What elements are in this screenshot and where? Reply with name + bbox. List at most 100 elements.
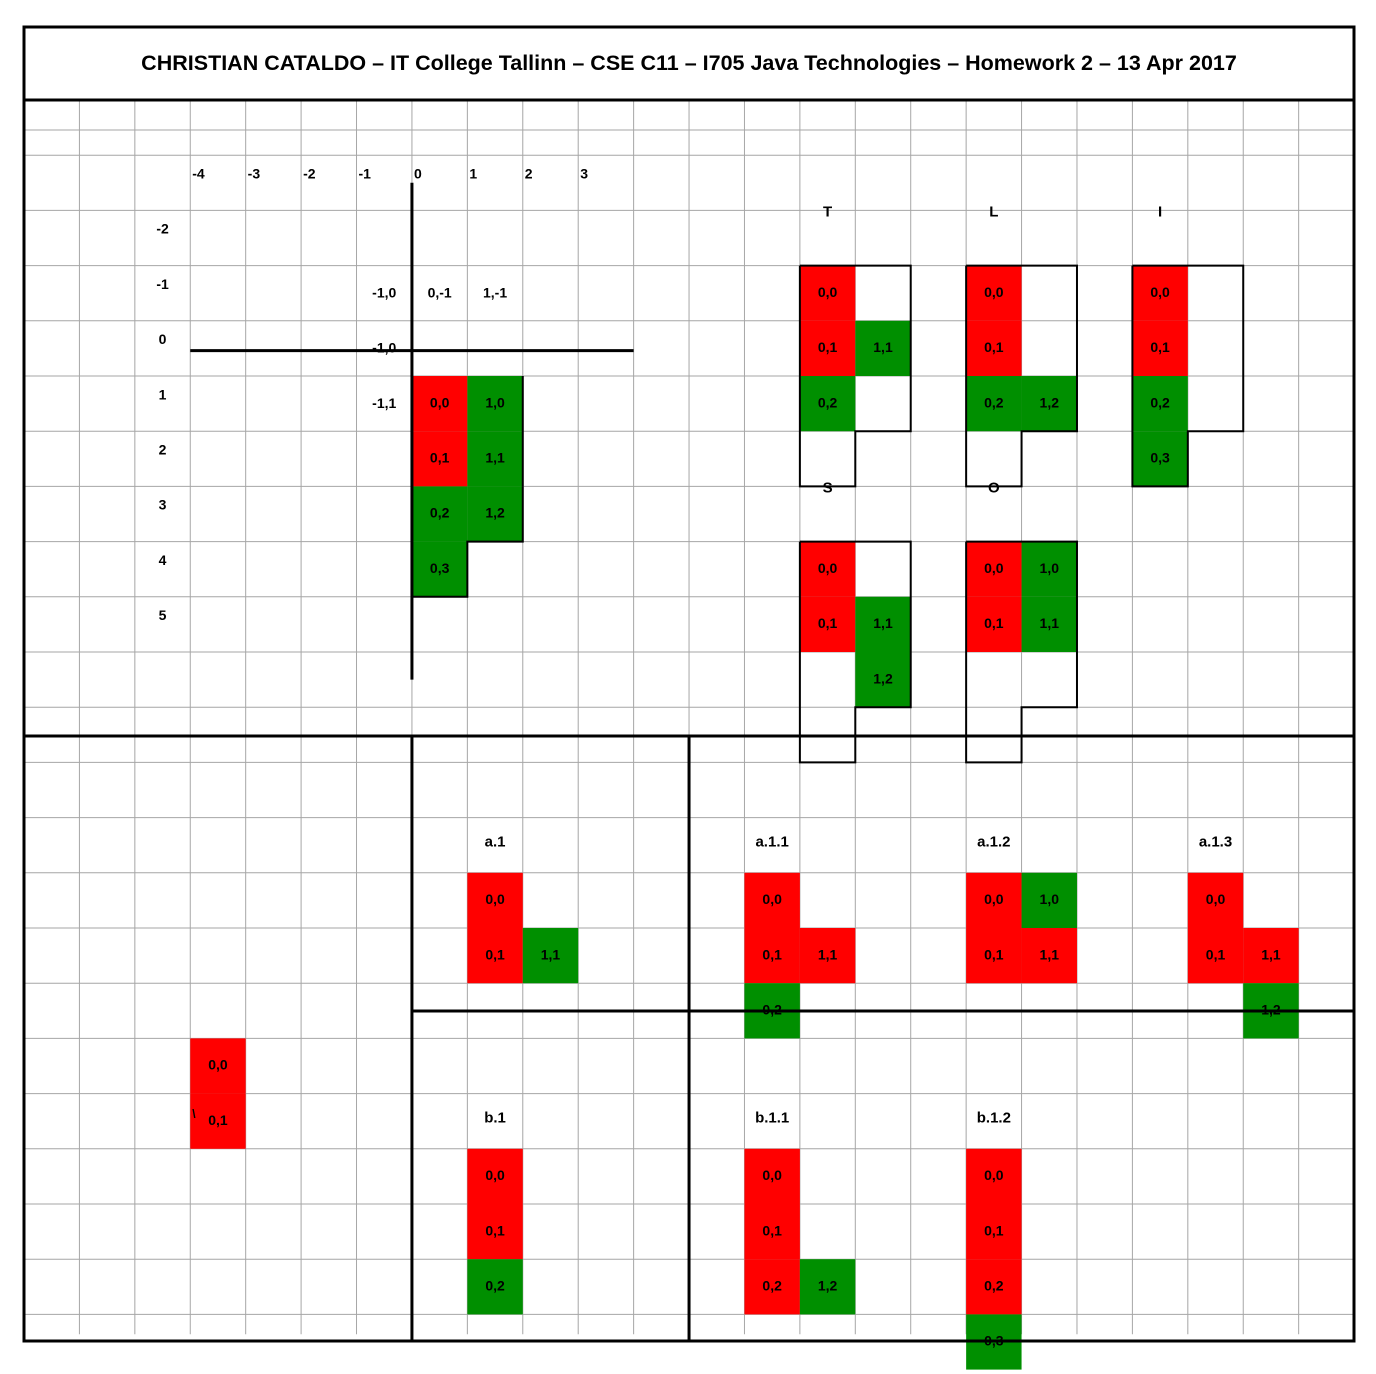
- shape-title: T: [823, 203, 832, 220]
- y-axis-tick-label: 0: [159, 331, 167, 347]
- left-piece-cell-label: 0,1: [208, 1112, 228, 1128]
- shape-o-cell: [1021, 596, 1077, 652]
- x-axis-tick-label: 3: [580, 166, 588, 182]
- step-b-1-2-cell-label: 0,1: [984, 1222, 1004, 1238]
- y-axis-tick-label: 5: [159, 607, 167, 623]
- step-a-1-2-cell: [1021, 928, 1077, 984]
- main-piece-cell: [467, 431, 523, 487]
- coordinate-label: -1,1: [372, 395, 396, 411]
- shape-s-cell-label: 0,0: [818, 560, 838, 576]
- step-b-1-1-cell-label: 0,1: [762, 1222, 782, 1238]
- step-a-1-3-cell: [1187, 872, 1244, 928]
- step-a-1-cell: [467, 928, 523, 984]
- main-piece-cell: [411, 486, 468, 542]
- x-axis-tick-label: -2: [303, 166, 316, 182]
- shape-o-cell: [1021, 541, 1077, 597]
- shape-o-cell-label: 1,1: [1040, 615, 1060, 631]
- step-a-1-1-cell: [799, 928, 856, 984]
- step-b-1-2-cell: [966, 1148, 1022, 1204]
- step-a-1-cell: [467, 872, 523, 928]
- left-piece-cell: [190, 1038, 246, 1094]
- x-axis-tick-label: -4: [192, 166, 205, 182]
- step-b-1-2-cell-label: 0,2: [984, 1278, 1004, 1294]
- shape-t-cell-label: 0,0: [818, 284, 838, 300]
- shape-o-cell: [966, 596, 1022, 652]
- step-a-1-3-cell: [1243, 928, 1299, 984]
- x-axis-tick-label: 2: [525, 166, 533, 182]
- main-piece-cell: [467, 486, 523, 542]
- step-b-1-cell-label: 0,1: [485, 1222, 505, 1238]
- shape-s-outline: [798, 540, 912, 764]
- main-piece-cell: [411, 376, 468, 432]
- x-axis-tick-label: 1: [469, 166, 477, 182]
- shape-o-cell-label: 1,0: [1040, 560, 1060, 576]
- main-piece-cell-label: 1,1: [485, 450, 505, 466]
- x-axis-tick-label: 0: [414, 166, 422, 182]
- shape-title: O: [988, 479, 1000, 496]
- main-piece-cell: [411, 541, 468, 597]
- shape-i-outline: [1131, 264, 1245, 488]
- shape-t-cell-label: 0,2: [818, 394, 838, 410]
- main-piece-cell-label: 1,2: [485, 505, 505, 521]
- step-a-1-2-cell-label: 0,1: [984, 946, 1004, 962]
- step-a-1-3-cell-label: 1,1: [1261, 946, 1281, 962]
- main-piece-cell: [467, 376, 523, 432]
- step-a-1-2-cell-label: 1,1: [1040, 946, 1060, 962]
- shape-l-cell-label: 1,2: [1040, 394, 1060, 410]
- y-axis-tick-label: 2: [159, 442, 167, 458]
- shape-t-cell: [799, 320, 856, 376]
- coordinate-label: 1,-1: [483, 285, 507, 301]
- step-a-1-1-cell: [744, 928, 800, 984]
- shape-s-cell: [799, 541, 856, 597]
- step-title: a.1.2: [977, 834, 1010, 851]
- step-b-1-cell: [467, 1204, 523, 1260]
- shape-l-outline: [965, 264, 1078, 488]
- shape-s-cell-label: 1,1: [873, 615, 893, 631]
- shape-t-cell: [799, 376, 856, 432]
- step-title: b.1.1: [755, 1110, 789, 1127]
- step-title: b.1.2: [977, 1110, 1011, 1127]
- y-axis-tick-label: 1: [159, 386, 167, 402]
- shape-i-cell-label: 0,1: [1150, 339, 1170, 355]
- step-title: a.1.3: [1199, 834, 1232, 851]
- step-b-1-cell-label: 0,2: [485, 1278, 505, 1294]
- step-a-1-2-cell-label: 1,0: [1040, 891, 1060, 907]
- main-piece-cell-label: 0,1: [430, 450, 450, 466]
- step-a-1-cell-label: 0,0: [485, 891, 505, 907]
- y-axis-tick-label: -2: [156, 221, 169, 237]
- step-a-1-2-cell: [966, 928, 1022, 984]
- main-piece-cell-label: 0,2: [430, 505, 450, 521]
- shape-i-cell-label: 0,0: [1150, 284, 1170, 300]
- x-axis-tick-label: -3: [248, 166, 261, 182]
- step-a-1-1-cell: [744, 872, 800, 928]
- stray-mark: \: [192, 1107, 196, 1121]
- shape-s-cell-label: 1,2: [873, 670, 893, 686]
- step-a-1-cell-label: 0,1: [485, 946, 505, 962]
- shape-o-cell-label: 0,1: [984, 615, 1004, 631]
- shape-o-cell: [966, 541, 1022, 597]
- step-a-1-3-cell-label: 0,1: [1206, 946, 1226, 962]
- shape-i-cell: [1132, 320, 1188, 376]
- step-title: a.1.1: [755, 834, 788, 851]
- main-piece-cell-label: 0,3: [430, 560, 450, 576]
- step-b-1-1-cell-label: 1,2: [818, 1278, 838, 1294]
- main-piece-cell-label: 1,0: [485, 394, 505, 410]
- step-a-1-3-cell: [1187, 928, 1244, 984]
- shape-l-cell-label: 0,1: [984, 339, 1004, 355]
- step-b-1-1-cell: [744, 1148, 800, 1204]
- shape-l-cell-label: 0,0: [984, 284, 1004, 300]
- main-piece-cell: [411, 431, 468, 487]
- y-axis-tick-label: 3: [159, 497, 167, 513]
- shape-t-outline: [798, 264, 912, 488]
- step-a-1-1-cell-label: 0,1: [762, 946, 782, 962]
- step-b-1-1-cell: [799, 1259, 856, 1315]
- step-b-1-2-cell-label: 0,0: [984, 1167, 1004, 1183]
- step-b-1-2-cell: [966, 1204, 1022, 1260]
- step-b-1-cell: [467, 1148, 523, 1204]
- shape-l-cell-label: 0,2: [984, 394, 1004, 410]
- shape-i-cell-label: 0,2: [1150, 394, 1170, 410]
- step-title: b.1: [484, 1110, 506, 1127]
- shape-l-cell: [1021, 376, 1077, 432]
- shape-title: S: [823, 479, 833, 496]
- left-piece-cell: [190, 1093, 246, 1149]
